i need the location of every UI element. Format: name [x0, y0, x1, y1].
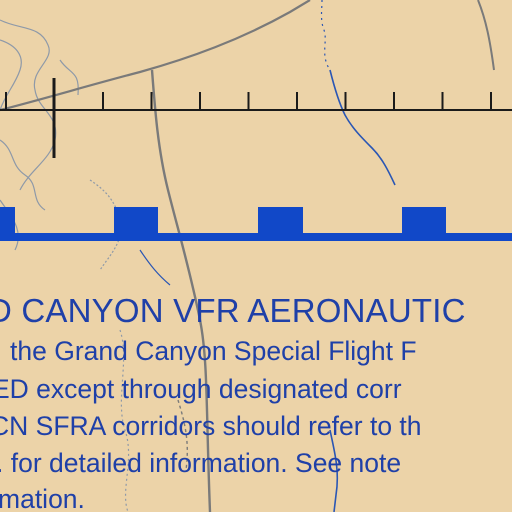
road-upper-right — [477, 0, 495, 71]
sfra-boundary-block — [114, 207, 158, 237]
notice-line: mation. — [0, 484, 85, 512]
sfra-boundary-block — [0, 207, 15, 237]
notice-line: the Grand Canyon Special Flight F — [10, 336, 417, 366]
sfra-boundary-line — [0, 233, 512, 241]
river-colorado — [329, 69, 396, 186]
road-north-south — [150, 69, 212, 512]
river-upper-left — [139, 249, 171, 286]
river-wash — [329, 429, 339, 512]
river-tributary — [320, 0, 331, 71]
notice-line: ED except through designated corr — [0, 374, 402, 404]
sfra-boundary-block — [258, 207, 303, 237]
notice-line: . for detailed information. See note — [0, 448, 402, 478]
road-creek — [177, 399, 188, 471]
notice-title: D CANYON VFR AERONAUTIC — [0, 292, 466, 329]
road-diagonal — [0, 0, 311, 112]
sfra-notice: D CANYON VFR AERONAUTIC the Grand Canyon… — [0, 288, 512, 512]
tick-scale-minor-ticks — [5, 92, 492, 110]
notice-line: CN SFRA corridors should refer to th — [0, 411, 422, 441]
sfra-boundary-block — [402, 207, 446, 237]
terrain-contours — [0, 19, 130, 512]
